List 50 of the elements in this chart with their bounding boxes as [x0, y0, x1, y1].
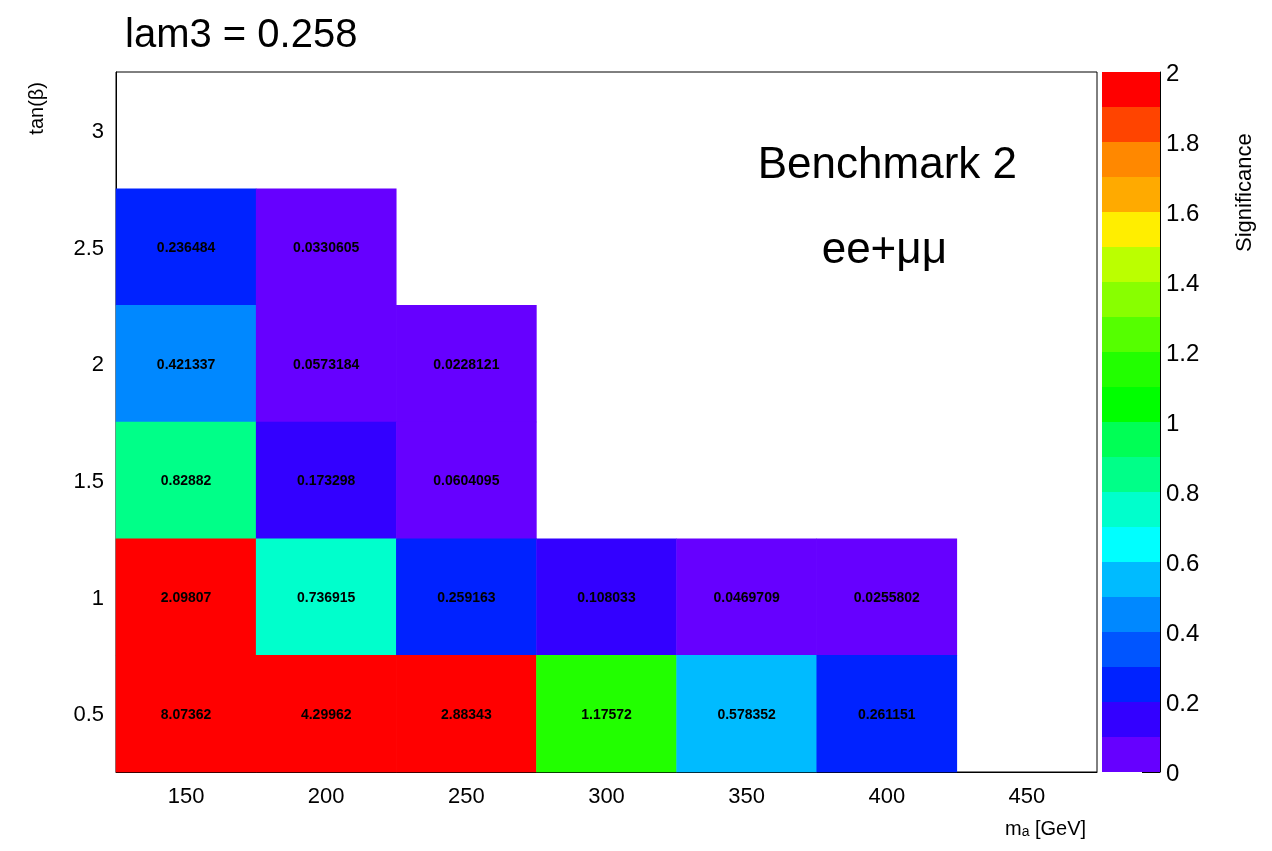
- data-label: 0.0573184: [293, 355, 360, 372]
- data-label: 0.0604095: [433, 472, 500, 489]
- data-label: 0.0228121: [433, 355, 500, 372]
- data-label: 0.82882: [160, 472, 212, 489]
- data-label: 0.578352: [717, 705, 777, 722]
- data-label: 1.17572: [581, 705, 633, 722]
- x-tick-label: 200: [307, 782, 345, 808]
- color-bar-label: 0.2: [1166, 688, 1200, 716]
- y-tick-label: 2: [91, 351, 104, 377]
- color-bar-label: 0.6: [1166, 548, 1200, 576]
- y-tick-label: 2.5: [73, 234, 104, 260]
- color-bar-label: 1.4: [1166, 268, 1200, 296]
- data-label: 2.09807: [160, 589, 212, 605]
- y-tick-label: 1: [91, 584, 104, 610]
- data-label: 0.0469709: [713, 589, 780, 605]
- chart-title: lam3 = 0.258: [125, 11, 358, 55]
- color-bar-title: Significance: [1230, 133, 1256, 252]
- data-label: 0.0255802: [853, 589, 921, 605]
- data-label: 0.108033: [577, 589, 636, 605]
- y-tick-label: 0.5: [73, 701, 104, 727]
- color-bar-label: 1.8: [1166, 128, 1200, 156]
- x-tick-label: 150: [167, 782, 205, 808]
- data-label: 0.0330605: [293, 239, 360, 255]
- y-tick-label: 1.5: [73, 467, 104, 493]
- data-label: 0.236484: [156, 239, 216, 255]
- x-tick-label: 300: [588, 782, 625, 808]
- data-label: 0.259163: [437, 589, 496, 605]
- y-tick-label: 3: [91, 117, 104, 143]
- data-label: 0.736915: [297, 589, 356, 605]
- color-bar-label: 0.4: [1166, 618, 1200, 646]
- data-label: 0.421337: [156, 355, 216, 372]
- color-bar-label: 0.8: [1166, 478, 1200, 506]
- color-bar-label: 1: [1166, 408, 1180, 436]
- x-axis-title: ma [GeV]: [1005, 817, 1087, 839]
- color-bar-label: 2: [1166, 58, 1180, 86]
- color-bar-label: 1.6: [1166, 198, 1200, 226]
- data-label: 0.173298: [297, 472, 356, 489]
- x-tick-label: 250: [448, 782, 485, 808]
- x-tick-label: 450: [1008, 782, 1046, 808]
- y-axis-title: tan(β): [25, 82, 47, 135]
- data-label: 4.29962: [300, 705, 352, 722]
- x-tick-label: 400: [868, 782, 906, 808]
- x-tick-label: 350: [728, 782, 765, 808]
- annotation: ee+μμ: [821, 222, 947, 272]
- data-label: 2.88343: [441, 705, 492, 722]
- annotation: Benchmark 2: [757, 137, 1017, 187]
- data-label: 0.261151: [857, 705, 916, 722]
- color-bar-label: 0: [1166, 758, 1180, 786]
- color-bar-label: 1.2: [1166, 338, 1200, 366]
- data-label: 8.07362: [160, 705, 212, 722]
